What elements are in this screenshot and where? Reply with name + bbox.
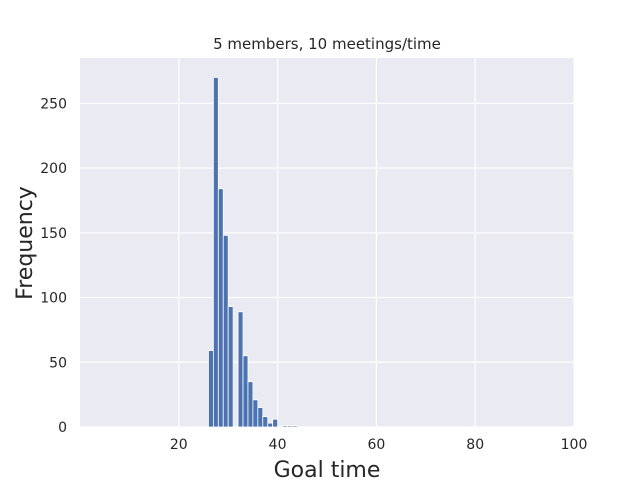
histogram-bar xyxy=(282,425,288,428)
histogram-bar xyxy=(262,416,269,428)
x-tick-label: 40 xyxy=(269,437,287,453)
histogram-bar xyxy=(222,234,229,428)
histogram-bar xyxy=(217,188,224,428)
y-axis-title: Frequency xyxy=(13,186,38,300)
x-tick-label: 20 xyxy=(170,437,188,453)
chart-title: 5 members, 10 meetings/time xyxy=(213,35,441,53)
y-tick-label: 50 xyxy=(49,355,67,371)
x-tick-label: 80 xyxy=(466,437,484,453)
y-tick-label: 250 xyxy=(40,96,67,112)
plot-area xyxy=(80,58,574,427)
histogram-bar xyxy=(208,350,214,428)
y-tick-label: 150 xyxy=(40,226,67,242)
histogram-bars xyxy=(208,77,298,428)
x-axis-title: Goal time xyxy=(274,458,381,480)
histogram-bar xyxy=(272,418,279,428)
histogram-bar xyxy=(257,407,264,428)
histogram-bar xyxy=(227,306,234,428)
histogram-bar xyxy=(242,355,249,428)
x-tick-labels: 20 40 60 80 100 xyxy=(170,437,587,453)
histogram-bar xyxy=(247,381,254,428)
histogram-bar xyxy=(212,77,219,428)
grid-lines xyxy=(80,58,575,428)
histogram-bar xyxy=(237,311,244,428)
histogram-bar xyxy=(287,425,293,428)
histogram-bar xyxy=(292,425,298,428)
histogram-bar xyxy=(252,399,259,428)
y-tick-label: 100 xyxy=(40,291,67,307)
y-tick-labels: 0 50 100 150 200 250 xyxy=(40,96,67,436)
histogram-bar xyxy=(267,422,274,428)
x-tick-label: 60 xyxy=(367,437,385,453)
y-tick-label: 0 xyxy=(58,420,67,436)
y-tick-label: 200 xyxy=(40,161,67,177)
x-tick-label: 100 xyxy=(561,437,588,453)
